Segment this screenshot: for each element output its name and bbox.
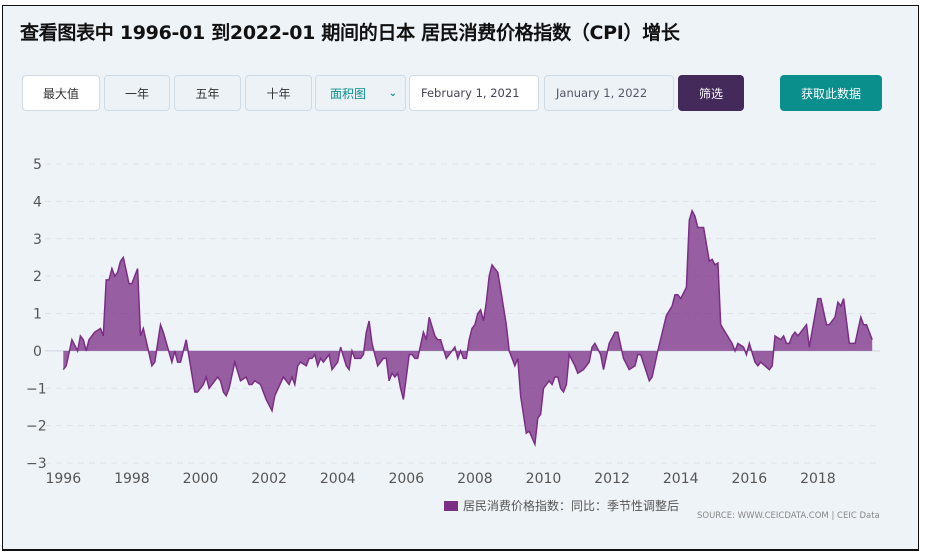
legend-label: 居民消费价格指数：同比：季节性调整后: [463, 499, 680, 513]
x-tick-label: 2012: [594, 471, 630, 487]
start-date-input[interactable]: February 1, 2021: [409, 75, 539, 111]
x-tick-label: 2016: [731, 471, 767, 487]
x-tick-label: 1998: [114, 471, 150, 487]
chevron-down-icon: ⌄: [388, 87, 397, 99]
x-tick-label: 2008: [457, 471, 493, 487]
y-tick-label: −3: [26, 456, 47, 472]
end-date-input[interactable]: January 1, 2022: [544, 75, 674, 111]
y-tick-label: 5: [33, 157, 42, 173]
page-title: 查看图表中 1996-01 到2022-01 期间的日本 居民消费价格指数（CP…: [20, 22, 680, 44]
source-note: SOURCE: WWW.CEICDATA.COM | CEIC Data: [697, 511, 880, 521]
range-max-button[interactable]: 最大值: [22, 75, 100, 111]
x-tick-label: 2002: [251, 471, 287, 487]
y-tick-label: 1: [33, 307, 42, 323]
y-tick-label: 3: [33, 232, 42, 248]
y-tick-label: −1: [26, 381, 47, 397]
range-5y-button[interactable]: 五年: [174, 75, 241, 111]
range-10y-button[interactable]: 十年: [245, 75, 312, 111]
y-tick-label: 2: [33, 269, 42, 285]
range-1y-button[interactable]: 一年: [104, 75, 170, 111]
y-tick-label: −2: [26, 419, 47, 435]
filter-button[interactable]: 筛选: [678, 75, 744, 111]
x-tick-label: 2006: [388, 471, 424, 487]
x-tick-label: 2010: [526, 471, 562, 487]
x-tick-label: 2004: [320, 471, 356, 487]
x-tick-label: 2000: [183, 471, 219, 487]
x-tick-label: 2018: [800, 471, 836, 487]
legend[interactable]: 居民消费价格指数：同比：季节性调整后: [444, 497, 679, 514]
series-line: [62, 208, 873, 448]
fetch-data-button[interactable]: 获取此数据: [780, 75, 882, 111]
legend-swatch: [444, 500, 458, 511]
series-area: [63, 210, 873, 445]
y-tick-label: 4: [33, 194, 42, 210]
chart-type-value: 面积图: [330, 86, 367, 101]
x-tick-label: 2014: [663, 471, 699, 487]
chart-type-select[interactable]: 面积图 ⌄: [315, 75, 406, 111]
y-tick-label: 0: [33, 344, 42, 360]
x-tick-label: 1996: [45, 471, 81, 487]
